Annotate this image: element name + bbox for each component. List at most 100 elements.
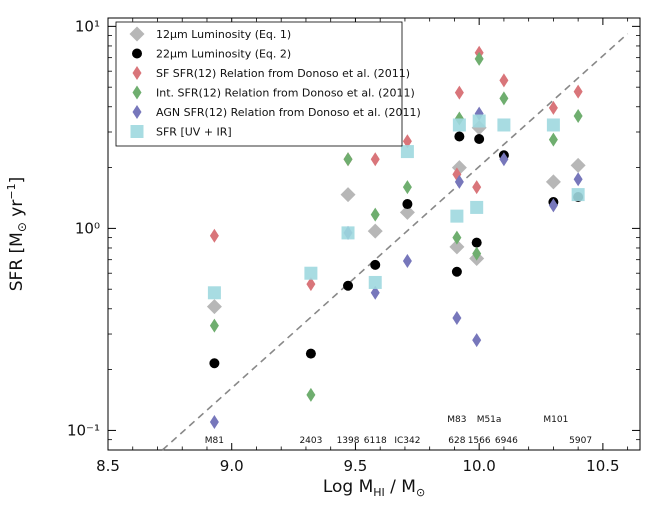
legend-label: 12μm Luminosity (Eq. 1)	[156, 28, 291, 41]
sun-symbol: ⊙	[15, 222, 29, 232]
y-tick-label: 10⁻¹	[67, 421, 100, 439]
data-point	[472, 333, 482, 348]
data-point	[399, 204, 415, 220]
legend-marker	[132, 85, 142, 100]
data-point	[370, 285, 380, 300]
legend-label: AGN SFR(12) Relation from Donoso et al. …	[156, 106, 421, 119]
data-point	[207, 286, 221, 300]
series-5	[207, 114, 585, 300]
x-tick-label: 10.5	[586, 457, 619, 475]
data-point	[343, 280, 354, 291]
data-point	[545, 174, 561, 190]
series-3	[209, 51, 583, 402]
legend-box	[115, 21, 403, 147]
data-point	[470, 200, 484, 214]
data-point	[571, 188, 585, 202]
axis-ticks: 8.5 9.0 9.5 10.0 10.5 10⁻¹ 10⁰ 10¹	[67, 17, 640, 475]
data-point	[400, 145, 414, 159]
reference-line	[161, 33, 629, 451]
data-point	[306, 387, 316, 402]
data-point	[343, 152, 353, 167]
galaxy-label: 6946	[495, 436, 518, 446]
x-tick-label: 8.5	[96, 457, 120, 475]
data-point	[570, 157, 586, 173]
galaxy-labels: M81 2403 1398 6118 IC342 628 1566 6946 5907 M83 M5…	[205, 415, 592, 446]
data-point	[340, 187, 356, 203]
legend-label: Int. SFR(12) Relation from Donoso et al.…	[156, 87, 415, 100]
data-point	[452, 118, 466, 132]
data-point	[367, 223, 383, 239]
galaxy-label: M51a	[477, 415, 502, 425]
data-point	[402, 134, 412, 149]
data-point	[370, 259, 381, 270]
galaxy-label: 5907	[569, 436, 592, 446]
data-point	[474, 133, 485, 144]
data-point	[452, 311, 462, 326]
data-point	[548, 100, 558, 115]
data-point	[370, 207, 380, 222]
data-point	[472, 114, 486, 128]
galaxy-label: IC342	[394, 436, 420, 446]
galaxy-label: 2403	[299, 436, 322, 446]
data-point	[474, 51, 484, 66]
legend-marker	[132, 105, 142, 119]
data-point	[306, 277, 316, 292]
legend-label: 22μm Luminosity (Eq. 2)	[156, 48, 291, 61]
data-point	[573, 172, 583, 187]
galaxy-label: 1398	[337, 436, 360, 446]
data-point	[209, 358, 220, 369]
data-point	[573, 109, 583, 124]
galaxy-label: 6118	[364, 436, 387, 446]
y-axis-label: SFR [M⊙ yr−1]	[5, 177, 29, 291]
legend-marker	[129, 26, 145, 42]
x-axis-label-main: Log M	[323, 477, 373, 497]
data-point	[368, 275, 382, 289]
x-tick-label: 10.0	[462, 457, 495, 475]
data-point	[454, 85, 464, 100]
data-point	[370, 152, 380, 167]
y-tick-label: 10¹	[75, 17, 100, 35]
data-point	[497, 118, 511, 132]
galaxy-label: 628	[448, 436, 465, 446]
data-point	[452, 230, 462, 245]
x-axis-label: Log MHI / M⊙	[323, 477, 425, 499]
data-point	[573, 84, 583, 99]
data-point	[499, 91, 509, 106]
data-point	[472, 246, 482, 261]
x-axis-label-unit-sub: ⊙	[416, 486, 425, 499]
legend-label: SF SFR(12) Relation from Donoso et al. (…	[156, 67, 410, 80]
x-axis-label-sub: HI	[373, 486, 385, 499]
data-point	[546, 118, 560, 132]
data-point	[209, 228, 219, 243]
data-point	[499, 152, 509, 167]
legend-marker	[132, 48, 142, 59]
data-point	[402, 180, 412, 195]
data-point	[402, 199, 413, 210]
x-axis-label-unit: / M	[385, 477, 416, 497]
data-point	[341, 226, 355, 240]
data-point	[206, 299, 222, 315]
legend-marker	[130, 125, 144, 138]
galaxy-label: 1566	[468, 436, 491, 446]
y-tick-label: 10⁰	[75, 219, 100, 237]
series-layer	[206, 45, 586, 430]
data-point	[454, 174, 464, 189]
series-0	[206, 120, 586, 315]
data-point	[454, 131, 465, 142]
data-point	[548, 198, 558, 213]
data-point	[304, 266, 318, 280]
data-point	[499, 73, 509, 88]
x-tick-label: 9.0	[220, 457, 244, 475]
data-point	[548, 132, 558, 147]
data-point	[471, 237, 482, 248]
data-point	[402, 253, 412, 268]
data-point	[450, 209, 464, 223]
galaxy-label: M101	[543, 415, 568, 425]
galaxy-label: M83	[447, 415, 466, 425]
legend-marker	[132, 66, 142, 80]
x-tick-label: 9.5	[344, 457, 368, 475]
legend-label: SFR [UV + IR]	[156, 126, 232, 139]
galaxy-label: M81	[205, 436, 224, 446]
data-point	[472, 180, 482, 195]
